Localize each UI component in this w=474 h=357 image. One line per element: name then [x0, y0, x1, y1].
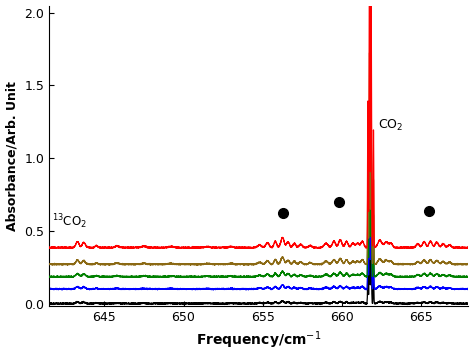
Text: CO$_2$: CO$_2$	[378, 117, 403, 132]
Text: $^{13}$CO$_2$: $^{13}$CO$_2$	[52, 213, 87, 231]
X-axis label: Frequency/cm$^{-1}$: Frequency/cm$^{-1}$	[196, 330, 321, 351]
Y-axis label: Absorbance/Arb. Unit: Absorbance/Arb. Unit	[6, 81, 18, 231]
